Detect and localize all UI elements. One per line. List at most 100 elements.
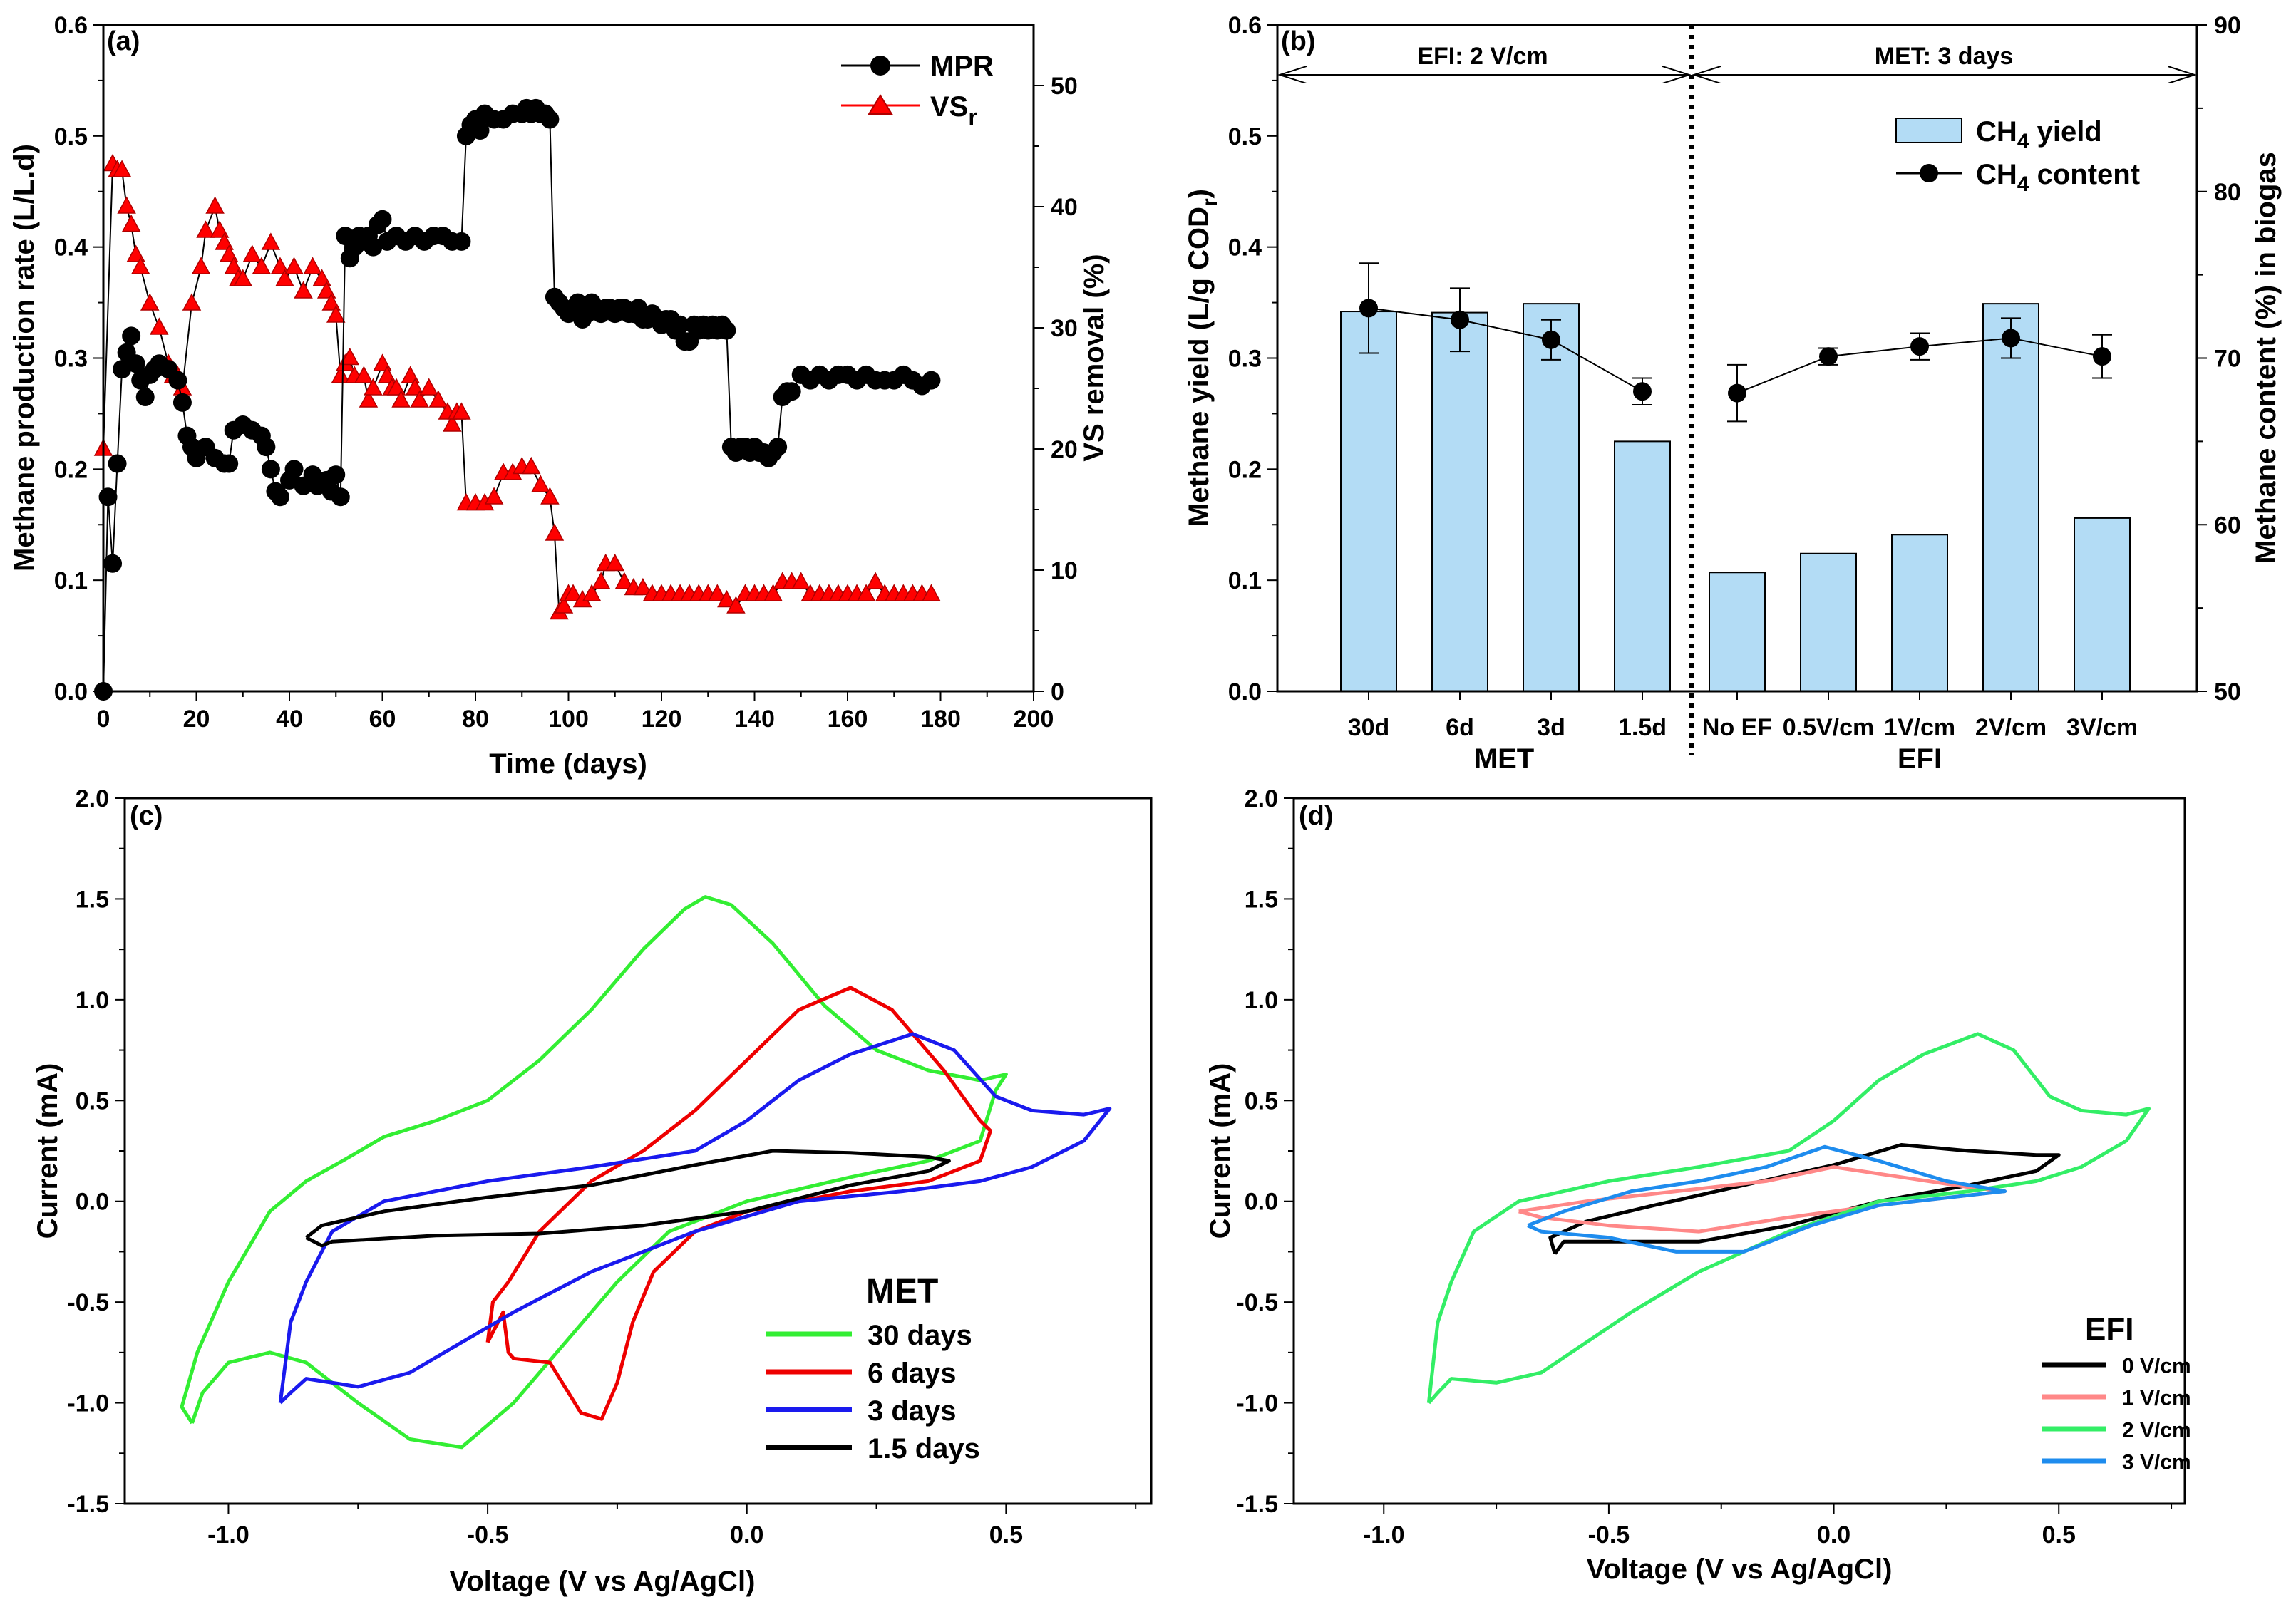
vsr-point xyxy=(922,584,941,601)
vsr-point xyxy=(545,523,565,541)
legend-label: 3 V/cm xyxy=(2122,1450,2191,1474)
panel-b-ylabel-close: ) xyxy=(1183,189,1215,198)
vsr-point xyxy=(126,244,145,262)
vsr-point xyxy=(140,293,160,311)
legend-mpr-marker xyxy=(870,56,890,76)
vsr-point xyxy=(261,232,281,250)
category-label: 3d xyxy=(1537,714,1565,741)
group-label-met: MET xyxy=(1474,743,1534,775)
legend-mpr-label: MPR xyxy=(930,51,994,82)
x-tick-label: -0.5 xyxy=(1588,1521,1630,1549)
vsr-point xyxy=(150,317,169,335)
panel-d-xlabel: Voltage (V vs Ag/AgCl) xyxy=(1587,1554,1893,1585)
mpr-point xyxy=(173,393,192,412)
x-tick-label: 140 xyxy=(734,706,775,733)
vsr-point xyxy=(428,390,448,408)
mpr-point xyxy=(98,487,118,507)
y-tick-label: 0.6 xyxy=(1228,12,1262,39)
y-tick-label: 0.0 xyxy=(76,1189,109,1216)
legend-vsr-sub: r xyxy=(968,104,977,130)
x-tick-label: 20 xyxy=(183,706,210,733)
content-point xyxy=(1451,310,1469,329)
panel-c-plot: -1.0 -0.5 0.0 0.5 -1.5 -1.0 -0.5 0.0 0.5 1.0 1.5 2.… xyxy=(67,785,1137,1549)
vsr-point xyxy=(196,220,215,238)
cv-curve xyxy=(1527,1144,2007,1254)
legend-content-label: CH4 content xyxy=(1976,159,2140,196)
panel-d-frame xyxy=(1292,797,2186,1505)
panel-b-label: (b) xyxy=(1281,26,1316,56)
mpr-point xyxy=(126,354,145,373)
x-tick-label: 0 xyxy=(97,706,110,733)
y2-tick-label: 50 xyxy=(2214,678,2241,706)
vsr-point xyxy=(331,366,351,383)
legend-content-rest: content xyxy=(2029,159,2140,190)
y-tick-label: -1.5 xyxy=(67,1491,109,1518)
legend-vsr-marker xyxy=(868,94,893,115)
vsr-point xyxy=(182,293,202,311)
mpr-point xyxy=(331,487,350,507)
mpr-point xyxy=(108,454,127,473)
y2-tick-label: 30 xyxy=(1051,315,1078,342)
yield-bar xyxy=(1340,311,1397,692)
category-label: 6d xyxy=(1446,714,1474,741)
mpr-point xyxy=(257,438,276,457)
y-tick-label: -0.5 xyxy=(67,1289,109,1316)
panel-a-frame xyxy=(102,24,1035,693)
y-tick-label: 0.1 xyxy=(1228,567,1262,594)
category-label: 1V/cm xyxy=(1884,714,1955,741)
vsr-point xyxy=(865,572,885,589)
cv-curve xyxy=(304,1149,951,1248)
vsr-point xyxy=(717,589,736,608)
category-label: No EF xyxy=(1702,714,1772,741)
yield-bar xyxy=(1523,303,1580,692)
panel-a-ylabel: Methane production rate (L/L.d) xyxy=(9,144,40,572)
vsr-point xyxy=(401,366,420,383)
x-tick-label: 180 xyxy=(920,706,961,733)
y-tick-label: 0.2 xyxy=(54,456,88,483)
yield-bar xyxy=(1891,534,1948,693)
y2-tick-label: 50 xyxy=(1051,73,1078,100)
legend-label: 0 V/cm xyxy=(2122,1354,2191,1378)
panel-b-plot: 0.0 0.1 0.2 0.3 0.4 0.5 0.6 50 60 70 80 90 30d 6d 3d 1.… xyxy=(1228,12,2241,775)
vsr-point xyxy=(252,257,272,274)
vsr-point xyxy=(633,577,653,596)
mpr-point xyxy=(782,382,801,401)
mpr-point xyxy=(671,315,690,334)
legend-yield-sub: 4 xyxy=(2017,130,2029,153)
legend-content-marker xyxy=(1920,164,1938,182)
x-tick-label: 100 xyxy=(548,706,589,733)
vsr-point xyxy=(726,596,746,614)
x-tick-label: -0.5 xyxy=(467,1521,509,1549)
vsr-point xyxy=(340,347,360,366)
x-tick-label: 0.5 xyxy=(2042,1521,2076,1549)
x-tick-label: 120 xyxy=(642,706,682,733)
panel-d-ylabel: Current (mA) xyxy=(1205,1063,1236,1239)
y-tick-label: 0.5 xyxy=(1228,123,1262,150)
category-label: 30d xyxy=(1348,714,1390,741)
legend-content-sub: 4 xyxy=(2017,172,2029,196)
category-label: 0.5V/cm xyxy=(1783,714,1875,741)
mpr-point xyxy=(220,454,239,473)
content-point xyxy=(1633,382,1652,401)
mpr-point xyxy=(270,487,289,507)
panel-b-frame xyxy=(1276,24,2198,693)
vsr-point xyxy=(359,390,379,408)
y-tick-label: 0.0 xyxy=(1228,678,1262,706)
vsr-point xyxy=(591,572,611,589)
mpr-point xyxy=(470,121,490,140)
mpr-point xyxy=(373,210,392,229)
category-label: 2V/cm xyxy=(1975,714,2047,741)
content-point xyxy=(1542,330,1560,349)
vsr-point xyxy=(242,244,262,262)
panel-a-plot: 0 20 40 60 80 100 120 140 160 180 2000.00.10.20.30… xyxy=(54,12,1078,733)
y-tick-label: 0.6 xyxy=(54,12,88,39)
y-tick-label: -1.5 xyxy=(1236,1491,1278,1518)
vsr-point xyxy=(419,378,439,396)
mpr-point xyxy=(540,110,560,129)
content-point xyxy=(1728,383,1746,403)
y-tick-label: 0.1 xyxy=(54,567,88,594)
vsr-point xyxy=(554,596,574,614)
category-label: 3V/cm xyxy=(2066,714,2138,741)
panel-d-legend: EFI 0 V/cm 1 V/cm 2 V/cm 3 V/cm xyxy=(2042,1312,2191,1474)
panel-c-ylabel: Current (mA) xyxy=(32,1063,63,1239)
